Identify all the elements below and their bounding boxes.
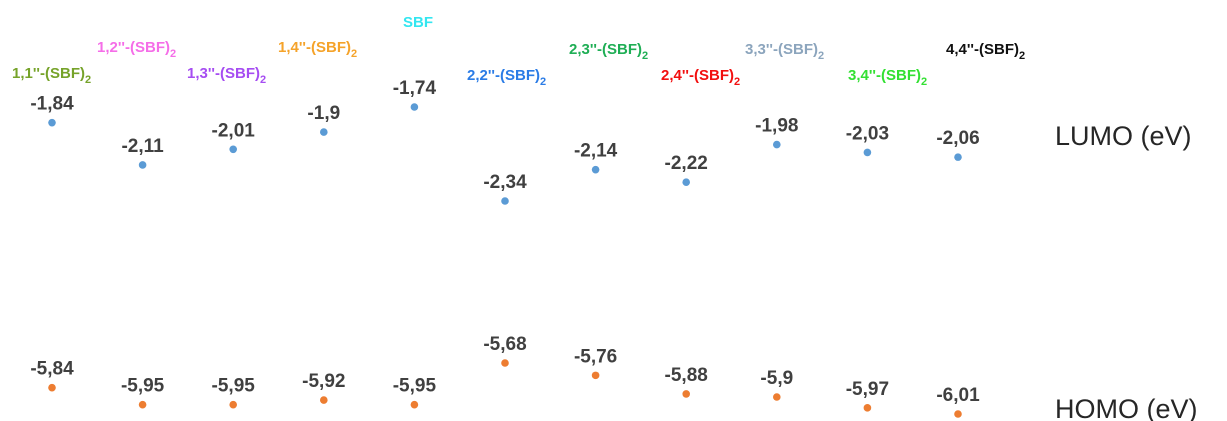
lumo-value-label: -1,84 bbox=[30, 94, 74, 115]
lumo-point bbox=[863, 148, 872, 157]
category-label: 1,2''-(SBF)2 bbox=[97, 39, 176, 60]
lumo-point bbox=[410, 103, 419, 111]
homo-value-label: -5,76 bbox=[574, 346, 617, 367]
homo-point bbox=[863, 404, 872, 412]
category-label: 1,1''-(SBF)2 bbox=[12, 65, 91, 86]
homo-point bbox=[229, 400, 237, 409]
homo-value-label: -5,84 bbox=[30, 359, 74, 380]
homo-value-label: -6,01 bbox=[936, 385, 980, 406]
homo-value-label: -5,95 bbox=[212, 376, 256, 397]
homo-point bbox=[320, 396, 328, 404]
lumo-point bbox=[48, 118, 56, 127]
lumo-point bbox=[954, 153, 962, 161]
lumo-point bbox=[229, 145, 237, 154]
category-label: 1,4''-(SBF)2 bbox=[278, 39, 357, 60]
lumo-point bbox=[682, 178, 690, 186]
lumo-value-label: -1,9 bbox=[307, 103, 340, 124]
homo-point bbox=[954, 410, 962, 418]
lumo-value-label: -2,01 bbox=[212, 120, 256, 141]
homo-point bbox=[48, 383, 56, 392]
category-label: 3,4''-(SBF)2 bbox=[848, 67, 927, 88]
category-label: 2,3''-(SBF)2 bbox=[569, 41, 648, 62]
category-label: 2,4''-(SBF)2 bbox=[661, 67, 740, 88]
homo-value-label: -5,88 bbox=[665, 365, 708, 386]
homo-series-label: HOMO (eV) bbox=[1055, 394, 1198, 421]
homo-value-label: -5,92 bbox=[302, 371, 345, 392]
lumo-value-label: -2,14 bbox=[574, 141, 618, 162]
homo-value-label: -5,68 bbox=[483, 334, 526, 355]
homo-point bbox=[138, 400, 147, 409]
lumo-value-label: -2,03 bbox=[846, 123, 889, 144]
homo-point bbox=[591, 371, 600, 380]
lumo-point bbox=[320, 128, 328, 136]
category-label: 4,4''-(SBF)2 bbox=[946, 41, 1025, 62]
lumo-series-label: LUMO (eV) bbox=[1055, 121, 1192, 151]
lumo-value-label: -2,06 bbox=[936, 128, 979, 149]
lumo-point bbox=[773, 140, 781, 149]
homo-value-label: -5,9 bbox=[760, 368, 793, 389]
category-label: 2,2''-(SBF)2 bbox=[467, 67, 546, 88]
lumo-point bbox=[501, 197, 509, 205]
lumo-value-label: -1,74 bbox=[393, 78, 437, 99]
lumo-value-label: -1,98 bbox=[755, 116, 798, 137]
lumo-value-label: -2,22 bbox=[665, 153, 708, 174]
category-label: 3,3''-(SBF)2 bbox=[745, 41, 824, 62]
lumo-value-label: -2,11 bbox=[121, 136, 164, 157]
category-labels: 1,1''-(SBF)2 1,2''-(SBF)2 1,3''-(SBF)2 1,4'… bbox=[12, 14, 1025, 88]
homo-value-label: -5,95 bbox=[393, 376, 437, 397]
homo-point bbox=[410, 400, 419, 409]
homo-value-label: -5,97 bbox=[846, 379, 889, 400]
homo-series: -5,84 -5,95 -5,95 -5,92 -5,95 -5,68 -5,76 -5,88… bbox=[30, 334, 980, 418]
lumo-value-label: -2,34 bbox=[483, 172, 527, 193]
lumo-series: -1,84 -2,11 -2,01 -1,9 -1,74 -2,34 -2,14 -2,22 -… bbox=[30, 78, 980, 205]
category-label: 1,3''-(SBF)2 bbox=[187, 65, 266, 86]
lumo-point bbox=[138, 161, 147, 169]
homo-value-label: -5,95 bbox=[121, 376, 165, 397]
homo-point bbox=[773, 393, 781, 401]
homo-point bbox=[501, 359, 509, 367]
lumo-point bbox=[591, 165, 600, 174]
homo-point bbox=[682, 390, 690, 398]
category-label: SBF bbox=[403, 14, 433, 31]
